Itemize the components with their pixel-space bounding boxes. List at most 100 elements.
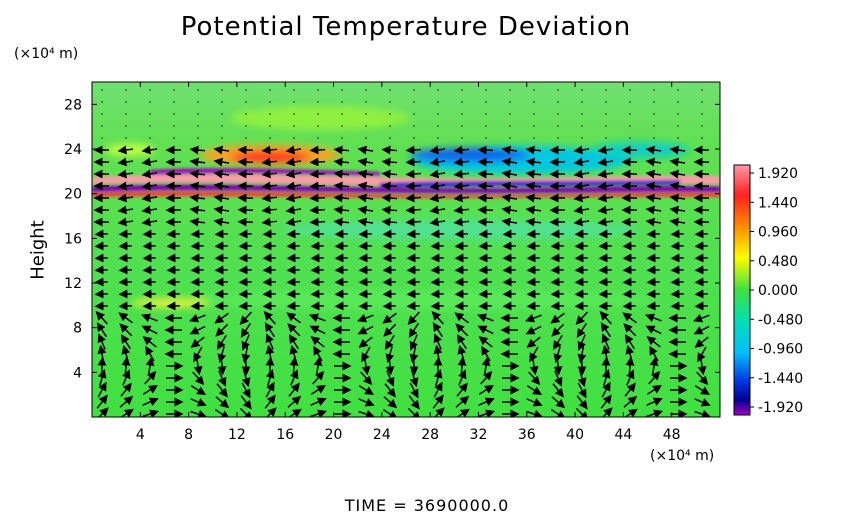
wind-vector: [502, 241, 517, 251]
wind-vector: [358, 398, 375, 407]
wind-vector: [406, 253, 421, 263]
wind-vector: [166, 229, 181, 239]
wind-vector: [553, 346, 563, 364]
wind-vector: [213, 205, 230, 215]
wind-vector: [94, 265, 109, 275]
wind-vector: [357, 313, 374, 323]
wind-vector: [526, 398, 543, 407]
colorbar-tick-label: -0.960: [758, 342, 803, 358]
wind-vector: [597, 169, 614, 179]
wind-vector: [189, 145, 206, 155]
wind-vector: [429, 169, 446, 179]
wind-vector: [454, 265, 469, 275]
wind-vector: [573, 157, 590, 167]
wind-vector: [429, 181, 446, 191]
wind-vector: [217, 357, 227, 376]
wind-vector: [405, 181, 422, 191]
wind-vector: [261, 205, 278, 215]
x-tick-label: 16: [276, 427, 294, 443]
wind-vector: [190, 241, 205, 251]
wind-vector: [239, 311, 252, 326]
wind-vector: [382, 229, 397, 239]
wind-vector: [576, 322, 588, 338]
y-tick-label: 20: [64, 187, 82, 203]
wind-vector: [286, 312, 301, 324]
wind-vector: [237, 217, 254, 227]
wind-vector: [646, 229, 661, 239]
wind-vector: [501, 181, 518, 191]
wind-vector: [433, 356, 443, 375]
wind-vector: [669, 145, 686, 155]
wind-vector: [357, 169, 374, 179]
wind-vector: [241, 357, 251, 376]
wind-vector: [525, 205, 542, 215]
wind-vector: [429, 157, 446, 167]
wind-vector: [218, 370, 227, 387]
wind-vector: [573, 181, 590, 191]
wind-vector: [526, 385, 543, 396]
wind-vector: [142, 289, 157, 299]
wind-vector: [309, 217, 326, 227]
wind-vector: [357, 181, 374, 191]
wind-vector: [529, 357, 539, 376]
wind-vector: [597, 217, 614, 227]
wind-vector: [645, 145, 662, 155]
wind-vector: [669, 181, 686, 191]
wind-vector: [646, 409, 664, 417]
wind-vector: [456, 382, 468, 397]
wind-vector: [407, 311, 420, 326]
wind-vector: [142, 241, 157, 251]
wind-vector: [669, 193, 686, 203]
wind-vector: [261, 157, 278, 167]
colorbar-tick-label: 0.960: [758, 225, 798, 241]
wind-vector: [357, 157, 374, 167]
wind-vector: [238, 253, 253, 263]
wind-vector: [502, 301, 517, 311]
wind-vector: [238, 289, 253, 299]
wind-vector: [648, 370, 661, 385]
wind-vector: [385, 346, 395, 364]
x-tick-label: 20: [325, 427, 343, 443]
wind-vector: [597, 145, 614, 155]
time-label: TIME = 3690000.0: [344, 496, 510, 515]
wind-vector: [409, 370, 419, 388]
wind-vector: [285, 169, 302, 179]
wind-vector: [333, 193, 350, 203]
wind-vector: [286, 277, 301, 287]
wind-vector: [310, 241, 325, 251]
wind-vector: [141, 325, 158, 335]
wind-vector: [525, 181, 542, 191]
wind-vector: [623, 323, 637, 337]
colorbar-tick-label: -0.480: [758, 312, 803, 328]
wind-vector: [405, 157, 422, 167]
wind-vector: [405, 145, 422, 155]
wind-vector: [285, 217, 302, 227]
wind-vector: [333, 145, 350, 155]
wind-vector: [430, 289, 445, 299]
wind-vector: [694, 253, 709, 263]
wind-vector: [381, 217, 398, 227]
wind-vector: [142, 397, 159, 406]
wind-vector: [453, 205, 470, 215]
wind-vector: [406, 265, 421, 275]
wind-vector: [645, 217, 662, 227]
wind-vector: [309, 313, 326, 323]
wind-vector: [502, 289, 517, 299]
wind-vector: [525, 193, 542, 203]
wind-vector: [478, 397, 495, 406]
wind-vector: [407, 407, 421, 417]
wind-vector: [477, 181, 494, 191]
wind-vector: [453, 157, 470, 167]
wind-vector: [623, 395, 638, 408]
wind-vector: [142, 253, 157, 263]
wind-vector: [142, 277, 157, 287]
wind-vector: [550, 229, 565, 239]
wind-vector: [697, 346, 707, 363]
wind-vector: [669, 169, 686, 179]
wind-vector: [261, 217, 278, 227]
wind-vector: [670, 241, 685, 251]
wind-vector: [670, 289, 685, 299]
wind-vector: [622, 241, 637, 251]
wind-vector: [646, 277, 661, 287]
wind-vector: [190, 265, 205, 275]
